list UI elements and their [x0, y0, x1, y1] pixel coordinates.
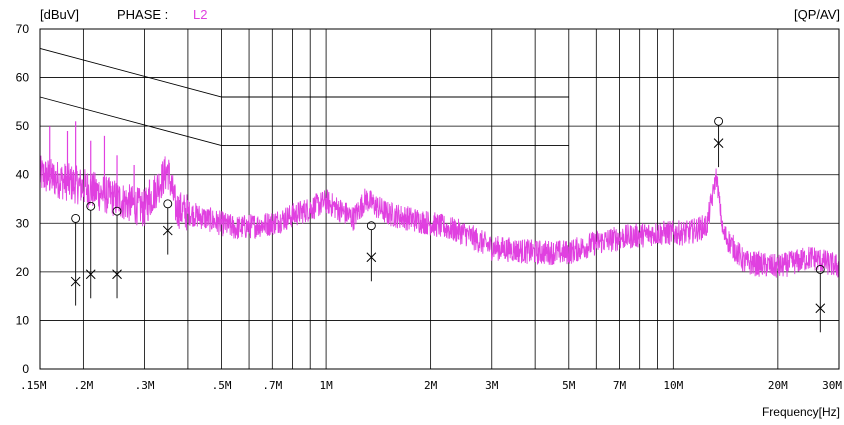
y-tick-labels: 0 10 20 30 40 50 60 70: [16, 22, 30, 376]
phase-label: PHASE :: [117, 7, 168, 22]
x-tick-label: .7M: [262, 379, 282, 392]
y-tick-label: 20: [16, 265, 30, 279]
y-tick-label: 0: [22, 362, 29, 376]
y-tick-label: 70: [16, 22, 30, 36]
av-marker: [366, 252, 377, 263]
av-marker: [112, 269, 122, 280]
qp-marker: [112, 206, 122, 216]
av-marker: [162, 225, 173, 236]
qp-marker: [163, 199, 173, 209]
x-tick-label: 5M: [562, 379, 576, 392]
av-marker: [70, 276, 81, 287]
y-tick-label: 10: [16, 313, 30, 327]
phase-value: L2: [193, 7, 207, 22]
qp-marker: [366, 221, 376, 231]
qp-marker: [815, 264, 825, 274]
qp-marker: [86, 201, 96, 211]
x-tick-label: 30M: [822, 379, 842, 392]
plot-frame: [39, 28, 840, 370]
markers: [70, 116, 826, 333]
x-tick-label: 10M: [663, 379, 683, 392]
x-axis-label: Frequency[Hz]: [762, 405, 840, 419]
x-tick-label: 2M: [424, 379, 438, 392]
x-tick-label: 1M: [319, 379, 333, 392]
x-tick-label: .5M: [212, 379, 232, 392]
x-tick-label: .2M: [73, 379, 93, 392]
av-marker: [713, 138, 724, 148]
y-tick-label: 50: [16, 119, 30, 133]
y-tick-label: 40: [16, 168, 30, 182]
limit-lines: [39, 47, 569, 147]
av-marker: [85, 269, 96, 280]
y-tick-label: 60: [16, 71, 30, 85]
detector-label: [QP/AV]: [794, 7, 840, 22]
y-tick-label: 30: [16, 216, 30, 230]
x-tick-labels: .15M .2M .3M .5M .7M 1M 2M 3M 5M 7M 10M 20M 30M: [20, 379, 842, 392]
unit-label: [dBuV]: [40, 7, 79, 22]
limit-line-av: [39, 96, 569, 147]
x-tick-label: 3M: [485, 379, 499, 392]
x-tick-label: .15M: [20, 379, 47, 392]
x-tick-label: .3M: [135, 379, 155, 392]
av-marker: [815, 303, 826, 314]
x-tick-label: 7M: [613, 379, 627, 392]
trace: [39, 121, 840, 278]
limit-line-qp: [39, 47, 569, 98]
trace-line: [39, 155, 840, 278]
x-tick-label: 20M: [768, 379, 788, 392]
qp-marker: [71, 213, 81, 223]
qp-marker: [714, 116, 724, 126]
